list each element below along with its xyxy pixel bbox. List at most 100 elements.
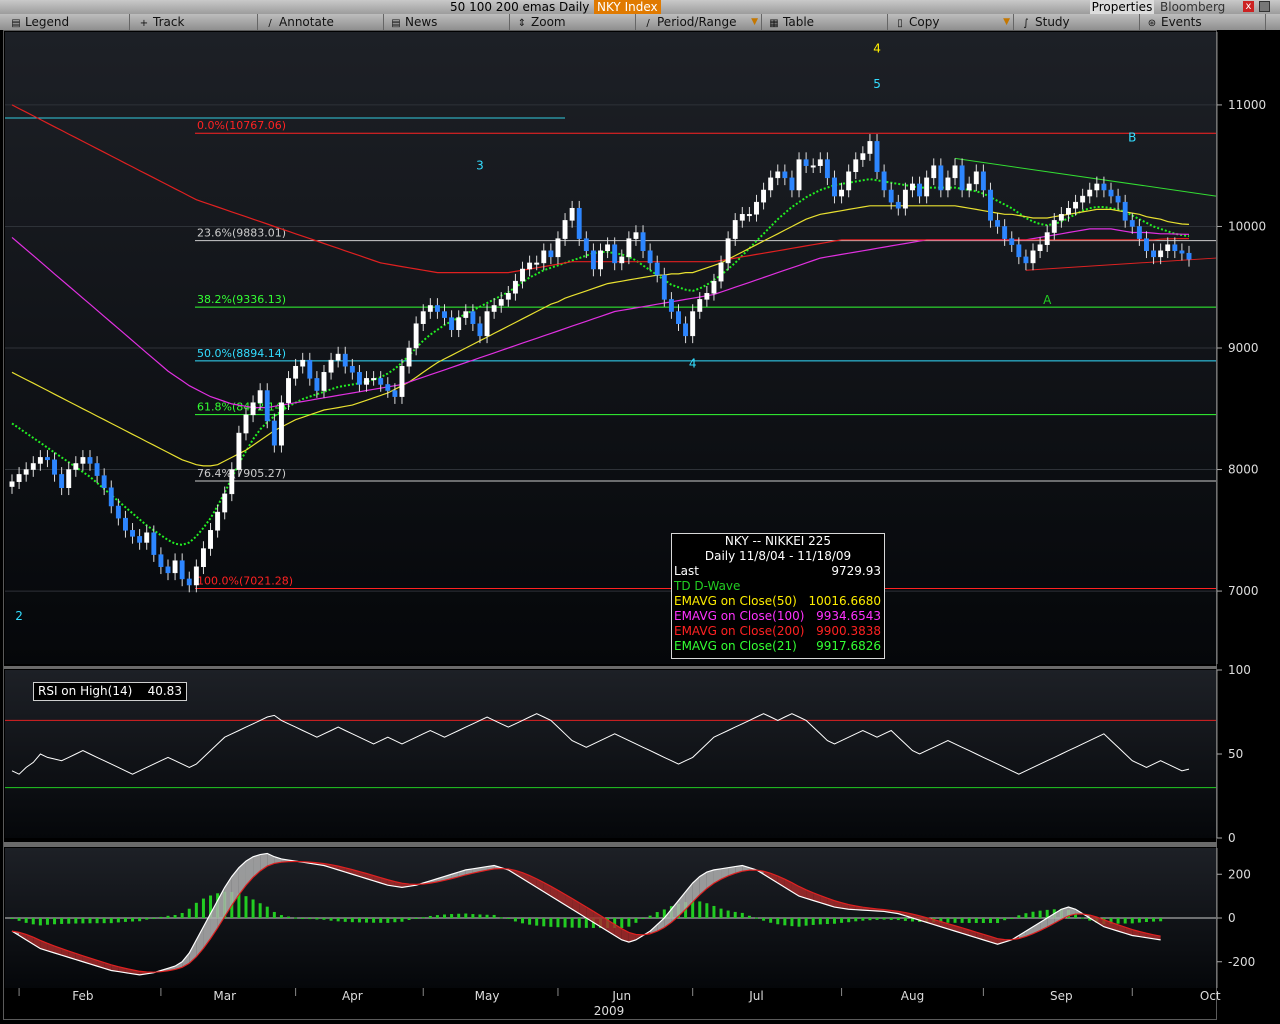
candle-body	[484, 311, 490, 337]
macd-fill	[699, 872, 707, 895]
chart-toolbar: ▤ Legend + Track / Annotate ▤ News ⇕ Zoom / Period/…	[0, 14, 1280, 30]
macd-histogram-bar	[88, 918, 92, 924]
study-icon: ∫	[1023, 18, 1029, 29]
macd-histogram-bar	[506, 918, 510, 919]
macd-histogram-bar	[166, 915, 170, 918]
candle-body	[392, 390, 398, 397]
candle-body	[888, 189, 894, 203]
macd-fill	[692, 876, 700, 903]
macd-histogram-bar	[31, 918, 35, 925]
macd-histogram-bar	[138, 918, 142, 922]
toolbar-news-button[interactable]: ▤ News	[384, 14, 510, 30]
candle-body	[122, 517, 128, 531]
macd-fill	[210, 900, 218, 939]
window-title-bar: 50 100 200 emas Daily NKY Index Properti…	[0, 0, 1280, 14]
candle-body	[222, 493, 228, 513]
candle-body	[902, 189, 908, 209]
macd-fill	[997, 938, 1005, 945]
candle-body	[626, 238, 632, 258]
x-month-label: Aug	[901, 989, 924, 1003]
candle-body	[980, 171, 986, 191]
candle-body	[725, 238, 731, 264]
legend-box: NKY -- NIKKEI 225 Daily 11/8/04 - 11/18/…	[671, 533, 885, 659]
candle-body	[328, 359, 334, 373]
macd-histogram-bar	[818, 918, 822, 925]
macd-histogram-bar	[1159, 918, 1163, 922]
toolbar-legend-button[interactable]: ▤ Legend	[4, 14, 130, 30]
toolbar-period-range-button[interactable]: / Period/Range ▼	[636, 14, 762, 30]
toolbar-copy-button[interactable]: ▯ Copy ▼	[888, 14, 1014, 30]
candle-body	[668, 299, 674, 312]
candle-body	[385, 384, 391, 391]
candle-body	[307, 359, 313, 379]
maximize-icon[interactable]	[1259, 1, 1270, 12]
close-icon[interactable]: x	[1243, 1, 1254, 12]
macd-histogram-bar	[528, 918, 532, 925]
wave-label: B	[1128, 130, 1136, 144]
candle-body	[1058, 214, 1064, 221]
candle-body	[895, 201, 901, 209]
chevron-down-icon[interactable]: ▼	[1003, 17, 1010, 27]
candle-body	[491, 305, 497, 312]
candle-body	[640, 232, 646, 252]
toolbar-study-button[interactable]: ∫ Study	[1014, 14, 1140, 30]
macd-tick-label: -200	[1228, 955, 1255, 969]
macd-histogram-bar	[910, 918, 914, 922]
toolbar-track-button[interactable]: + Track	[132, 14, 258, 30]
candle-body	[45, 457, 50, 461]
macd-fill	[231, 867, 239, 906]
candle-body	[364, 378, 369, 385]
candle-body	[676, 311, 681, 324]
candle-body	[130, 530, 135, 537]
candle-body	[1136, 226, 1142, 239]
macd-histogram-bar	[471, 914, 475, 918]
macd-histogram-bar	[443, 914, 447, 918]
candle-body	[881, 171, 887, 191]
legend-row-value: 9900.3838	[816, 624, 881, 638]
candle-body	[647, 250, 653, 264]
fib-label: 76.4%(7905.27)	[197, 467, 286, 480]
wave-label: 4	[689, 356, 697, 370]
macd-histogram-bar	[414, 918, 418, 919]
macd-histogram-bar	[825, 918, 829, 925]
macd-histogram-bar	[981, 918, 985, 924]
macd-histogram-bar	[407, 918, 411, 920]
macd-histogram-bar	[343, 918, 347, 922]
macd-histogram-bar	[287, 916, 291, 918]
candle-body	[810, 165, 816, 168]
security-selector[interactable]: NKY Index	[594, 0, 661, 14]
price-tick-label: 7000	[1228, 584, 1259, 598]
candle-body	[583, 238, 589, 252]
candle-body	[293, 365, 299, 379]
properties-button[interactable]: Properties	[1090, 0, 1154, 14]
candle-body	[87, 457, 93, 464]
macd-histogram-bar	[173, 914, 177, 918]
toolbar-events-button[interactable]: ⊛ Events	[1140, 14, 1266, 30]
toolbar-annotate-button[interactable]: / Annotate	[258, 14, 384, 30]
macd-histogram-bar	[116, 918, 120, 923]
macd-histogram-bar	[762, 918, 766, 921]
candle-body	[406, 347, 412, 367]
table-icon: ▦	[769, 18, 779, 29]
macd-histogram-bar	[492, 914, 496, 918]
macd-histogram-bar	[131, 918, 135, 922]
macd-histogram-bar	[563, 918, 567, 928]
macd-histogram-bar	[67, 918, 71, 924]
candle-body	[1179, 250, 1185, 254]
candle-body	[37, 457, 43, 464]
macd-histogram-bar	[776, 918, 780, 925]
candle-body	[30, 463, 36, 470]
candle-body	[1101, 183, 1107, 191]
toolbar-label: Legend	[25, 15, 70, 29]
toolbar-zoom-button[interactable]: ⇕ Zoom	[510, 14, 636, 30]
chevron-down-icon[interactable]: ▼	[751, 17, 758, 27]
toolbar-label: Table	[783, 15, 815, 29]
macd-histogram-bar	[584, 918, 588, 928]
legend-rows: Last 9729.93 TD D-Wave EMAVG on Close(50) 10…	[672, 564, 884, 654]
candle-body	[186, 578, 192, 586]
candle-body	[1037, 244, 1043, 252]
macd-histogram-bar	[832, 918, 836, 924]
toolbar-table-button[interactable]: ▦ Table	[762, 14, 888, 30]
candle-body	[413, 323, 419, 349]
